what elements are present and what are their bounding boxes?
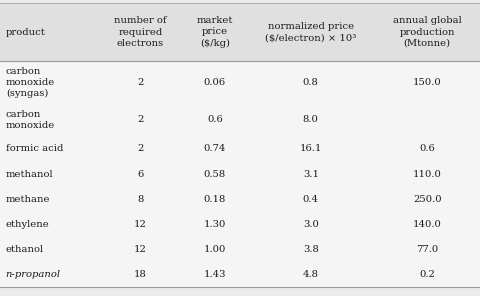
Text: 0.06: 0.06 [204, 78, 226, 87]
Text: 16.1: 16.1 [300, 144, 322, 153]
Text: 3.8: 3.8 [303, 245, 319, 254]
Text: 0.4: 0.4 [303, 195, 319, 204]
Text: carbon
monoxide: carbon monoxide [6, 110, 55, 130]
Text: 2: 2 [137, 144, 144, 153]
Text: 0.6: 0.6 [420, 144, 435, 153]
Bar [0, 3, 480, 61]
Text: market
price
($/kg): market price ($/kg) [197, 16, 233, 48]
Text: 0.58: 0.58 [204, 170, 226, 178]
Text: n-propanol: n-propanol [6, 270, 61, 279]
Text: 2: 2 [137, 115, 144, 124]
Text: methanol: methanol [6, 170, 53, 178]
Bar [0, 61, 480, 287]
Text: 2: 2 [137, 78, 144, 87]
Text: 110.0: 110.0 [413, 170, 442, 178]
Text: 4.8: 4.8 [303, 270, 319, 279]
Text: 0.6: 0.6 [207, 115, 223, 124]
Text: 8: 8 [137, 195, 144, 204]
Text: 0.2: 0.2 [419, 270, 435, 279]
Text: ethanol: ethanol [6, 245, 44, 254]
Text: methane: methane [6, 195, 50, 204]
Text: 1.43: 1.43 [204, 270, 226, 279]
Text: formic acid: formic acid [6, 144, 63, 153]
Text: 1.00: 1.00 [204, 245, 226, 254]
Text: 150.0: 150.0 [413, 78, 442, 87]
Text: 3.1: 3.1 [303, 170, 319, 178]
Text: number of
required
electrons: number of required electrons [114, 16, 167, 48]
Text: 18: 18 [134, 270, 147, 279]
Text: 6: 6 [137, 170, 144, 178]
Text: annual global
production
(Mtonne): annual global production (Mtonne) [393, 16, 462, 48]
Text: 0.74: 0.74 [204, 144, 226, 153]
Text: 0.8: 0.8 [303, 78, 319, 87]
Text: 0.18: 0.18 [204, 195, 226, 204]
Text: 12: 12 [134, 220, 147, 229]
Text: ethylene: ethylene [6, 220, 49, 229]
Text: 12: 12 [134, 245, 147, 254]
Text: normalized price
($/electron) × 10³: normalized price ($/electron) × 10³ [265, 22, 357, 42]
Text: 140.0: 140.0 [413, 220, 442, 229]
Text: 8.0: 8.0 [303, 115, 319, 124]
Text: 1.30: 1.30 [204, 220, 226, 229]
Text: carbon
monoxide
(syngas): carbon monoxide (syngas) [6, 67, 55, 98]
Text: 3.0: 3.0 [303, 220, 319, 229]
Text: 250.0: 250.0 [413, 195, 442, 204]
Text: product: product [6, 28, 46, 36]
Text: 77.0: 77.0 [416, 245, 438, 254]
